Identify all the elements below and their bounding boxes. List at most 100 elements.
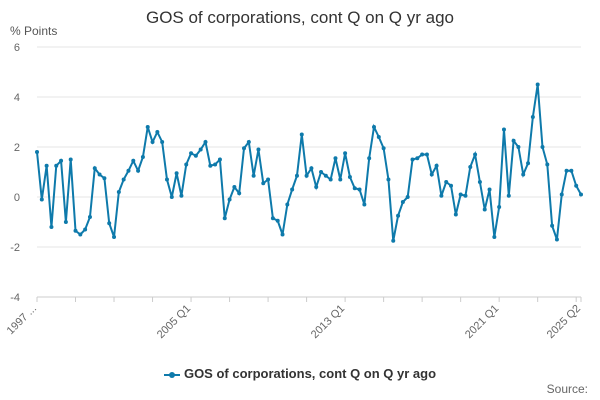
data-point[interactable] [280, 232, 285, 237]
data-point[interactable] [227, 197, 232, 202]
data-point[interactable] [535, 82, 540, 87]
data-point[interactable] [463, 193, 468, 198]
data-point[interactable] [396, 213, 401, 218]
data-point[interactable] [550, 223, 555, 228]
data-point[interactable] [35, 150, 39, 154]
data-point[interactable] [116, 190, 121, 194]
data-point[interactable] [246, 140, 251, 144]
data-point[interactable] [270, 216, 275, 221]
data-point[interactable] [323, 173, 328, 178]
data-point[interactable] [136, 168, 141, 173]
data-point[interactable] [357, 187, 362, 192]
data-point[interactable] [526, 161, 531, 166]
data-point[interactable] [189, 151, 194, 156]
data-point[interactable] [155, 130, 160, 134]
legend[interactable]: GOS of corporations, cont Q on Q yr ago [0, 366, 600, 381]
data-point[interactable] [275, 218, 280, 223]
data-point[interactable] [338, 177, 343, 182]
data-point[interactable] [444, 180, 449, 184]
data-point[interactable] [309, 166, 314, 171]
data-point[interactable] [49, 225, 54, 229]
data-point[interactable] [73, 228, 78, 233]
data-point[interactable] [434, 163, 439, 168]
data-point[interactable] [405, 195, 410, 199]
data-point[interactable] [506, 193, 511, 198]
data-point[interactable] [131, 158, 136, 163]
data-point[interactable] [559, 192, 564, 197]
data-point[interactable] [521, 172, 526, 177]
data-point[interactable] [501, 127, 506, 132]
data-point[interactable] [107, 221, 112, 226]
data-point[interactable] [386, 177, 391, 182]
data-point[interactable] [410, 157, 415, 162]
data-point[interactable] [424, 152, 429, 157]
data-point[interactable] [343, 151, 348, 156]
data-point[interactable] [367, 156, 372, 161]
data-point[interactable] [63, 220, 68, 224]
data-point[interactable] [169, 195, 174, 199]
data-point[interactable] [574, 183, 579, 188]
data-point[interactable] [213, 162, 218, 167]
data-point[interactable] [333, 156, 338, 161]
data-point[interactable] [59, 158, 64, 163]
data-point[interactable] [579, 192, 583, 197]
data-point[interactable] [97, 172, 102, 177]
data-point[interactable] [458, 192, 463, 197]
data-point[interactable] [174, 171, 179, 176]
data-point[interactable] [266, 177, 271, 182]
data-point[interactable] [569, 168, 574, 173]
data-point[interactable] [564, 168, 569, 173]
data-point[interactable] [347, 175, 352, 179]
data-point[interactable] [299, 132, 304, 137]
data-point[interactable] [203, 140, 208, 144]
data-point[interactable] [439, 193, 444, 198]
data-point[interactable] [222, 216, 227, 221]
data-point[interactable] [39, 197, 44, 202]
data-point[interactable] [429, 172, 434, 177]
data-point[interactable] [497, 205, 502, 209]
data-point[interactable] [304, 173, 309, 178]
data-point[interactable] [54, 163, 59, 168]
data-point[interactable] [453, 212, 458, 217]
data-point[interactable] [352, 186, 357, 191]
data-point[interactable] [242, 146, 247, 151]
data-point[interactable] [68, 157, 73, 162]
data-point[interactable] [285, 202, 290, 207]
data-point[interactable] [256, 147, 261, 152]
data-point[interactable] [261, 181, 266, 186]
data-point[interactable] [530, 115, 535, 119]
data-point[interactable] [78, 232, 83, 237]
data-point[interactable] [468, 165, 473, 169]
data-point[interactable] [179, 193, 184, 198]
data-point[interactable] [319, 170, 324, 174]
data-point[interactable] [314, 185, 319, 189]
data-point[interactable] [87, 215, 92, 219]
data-point[interactable] [290, 187, 295, 192]
data-point[interactable] [477, 180, 482, 184]
data-point[interactable] [487, 187, 492, 192]
data-point[interactable] [545, 162, 550, 167]
data-point[interactable] [362, 202, 367, 207]
data-point[interactable] [415, 156, 420, 161]
data-point[interactable] [140, 155, 145, 159]
data-point[interactable] [400, 200, 405, 204]
data-point[interactable] [217, 157, 222, 162]
data-point[interactable] [198, 147, 203, 152]
data-point[interactable] [150, 140, 155, 144]
data-point[interactable] [112, 235, 117, 239]
data-point[interactable] [511, 138, 516, 143]
data-point[interactable] [473, 152, 478, 157]
data-point[interactable] [381, 146, 386, 151]
data-point[interactable] [92, 166, 97, 171]
data-point[interactable] [294, 173, 299, 178]
data-point[interactable] [482, 207, 487, 212]
data-point[interactable] [328, 177, 333, 182]
data-point[interactable] [44, 163, 49, 168]
data-point[interactable] [126, 168, 131, 173]
data-point[interactable] [376, 135, 381, 139]
data-point[interactable] [371, 125, 376, 129]
data-point[interactable] [193, 153, 198, 158]
data-point[interactable] [102, 176, 107, 181]
data-point[interactable] [237, 191, 242, 196]
data-point[interactable] [160, 140, 165, 144]
